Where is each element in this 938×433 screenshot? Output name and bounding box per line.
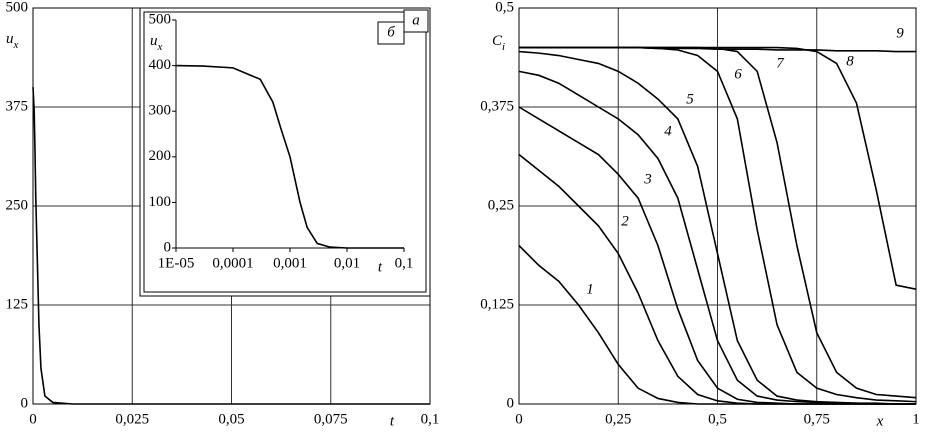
curve-label: 4 — [664, 123, 672, 139]
x-axis-label: t — [390, 413, 395, 429]
x-tick-label: 0,1 — [421, 411, 440, 427]
x-tick-label: 0,01 — [334, 255, 360, 271]
curve-label: 3 — [643, 171, 652, 187]
y-tick-label: 500 — [149, 11, 172, 27]
y-tick-label: 125 — [6, 296, 29, 312]
y-axis-label-sub: x — [13, 39, 19, 51]
y-tick-label: 0,375 — [480, 98, 514, 114]
curve-label: 2 — [621, 213, 629, 229]
panel-tag-box — [377, 21, 405, 45]
curve-label: 5 — [686, 91, 694, 107]
panel-tag: а — [412, 12, 420, 28]
y-axis-label-sub: x — [157, 41, 163, 53]
y-tick-label: 250 — [6, 197, 29, 213]
y-axis-label: Ci — [492, 33, 505, 52]
curve — [518, 50, 916, 405]
y-tick-label: 0 — [164, 239, 172, 255]
y-tick-label: 200 — [149, 148, 172, 164]
x-tick-label: 0,025 — [115, 411, 149, 427]
x-tick-label: 0 — [29, 411, 37, 427]
y-axis-label: ux — [150, 33, 163, 52]
y-tick-label: 0,5 — [495, 0, 514, 15]
panel-tag-box — [403, 9, 429, 33]
curve — [32, 87, 430, 405]
y-tick-label: 0,25 — [488, 197, 514, 213]
curve-label: 8 — [846, 53, 854, 69]
inset-frame-inner — [143, 11, 427, 293]
x-tick-label: 0,0001 — [212, 255, 253, 271]
y-tick-label: 300 — [149, 103, 172, 119]
y-tick-label: 400 — [149, 57, 172, 73]
panel-tag: б — [387, 24, 395, 40]
x-tick-label: 1 — [912, 411, 920, 427]
inset-frame — [139, 7, 431, 297]
x-tick-label: 0 — [515, 411, 523, 427]
y-axis-label-main: C — [492, 33, 503, 49]
curve-label: 7 — [776, 55, 785, 71]
curve — [519, 46, 916, 53]
x-tick-label: 0,75 — [804, 411, 830, 427]
y-tick-label: 500 — [6, 0, 29, 15]
x-tick-label: 0,075 — [314, 411, 348, 427]
y-tick-label: 100 — [149, 194, 172, 210]
y-axis-label: ux — [6, 31, 19, 50]
x-tick-label: 0,05 — [218, 411, 244, 427]
y-axis-label-main: u — [150, 33, 158, 49]
curve-label: 6 — [734, 66, 742, 82]
curve — [175, 64, 404, 249]
x-axis-label: x — [876, 413, 884, 429]
y-tick-label: 0 — [21, 395, 29, 411]
y-axis-label-main: u — [6, 31, 14, 47]
x-tick-label: 1E-05 — [158, 255, 195, 271]
curve-label: 1 — [586, 281, 594, 297]
x-tick-label: 0,25 — [605, 411, 631, 427]
x-tick-label: 0,001 — [273, 255, 307, 271]
y-axis-label-sub: i — [502, 41, 505, 53]
x-tick-label: 0,5 — [708, 411, 727, 427]
curve-label: 9 — [896, 25, 904, 41]
x-tick-label: 0,1 — [395, 255, 414, 271]
y-tick-label: 0,125 — [480, 296, 514, 312]
y-tick-label: 375 — [6, 98, 29, 114]
y-tick-label: 0 — [507, 395, 515, 411]
x-axis-label: t — [378, 259, 383, 275]
